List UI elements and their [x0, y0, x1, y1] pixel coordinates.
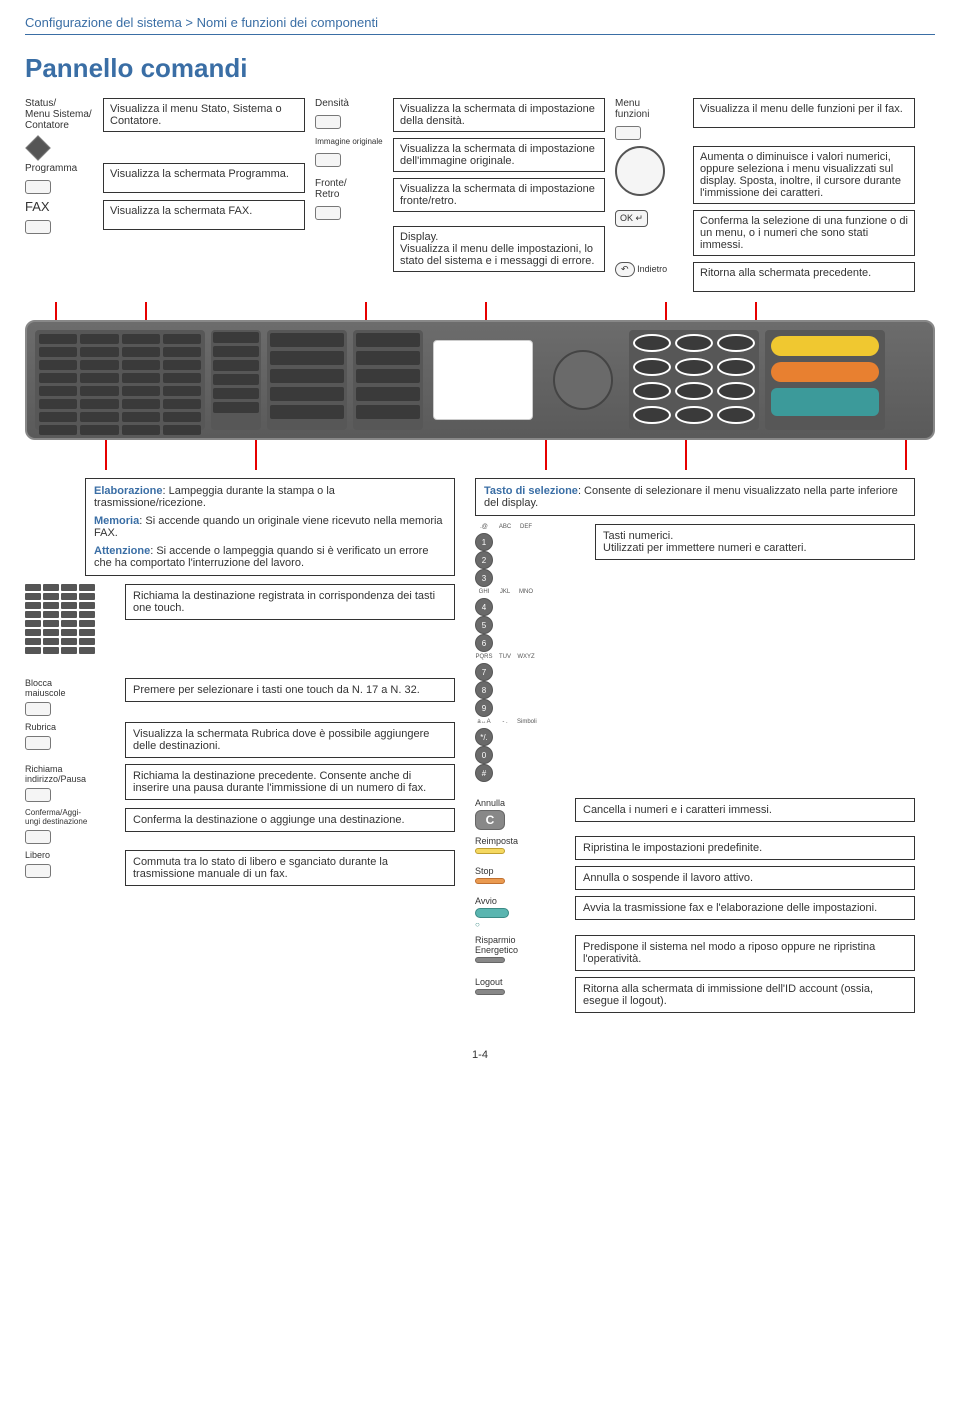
display-desc: Display. Visualizza il menu delle impost… — [393, 226, 605, 272]
status-key-icon: Status/ Menu Sistema/ Contatore — [25, 98, 103, 157]
status-key-desc: Visualizza il menu Stato, Sistema o Cont… — [103, 98, 305, 132]
reset-key-icon: Reimposta — [475, 836, 565, 854]
recall-pause-desc: Richiama la destinazione precedente. Con… — [125, 764, 455, 800]
dpad-icon — [615, 146, 693, 198]
top-callouts: Status/ Menu Sistema/ Contatore Visualiz… — [25, 98, 935, 298]
logout-key-icon: Logout — [475, 977, 565, 995]
confirm-add-icon: Conferma/Aggi- ungi destinazione — [25, 808, 115, 844]
start-key-icon: Avvio ○ — [475, 896, 565, 929]
energysaver-key-desc: Predispone il sistema nel modo a riposo … — [575, 935, 915, 971]
reset-key-desc: Ripristina le impostazioni predefinite. — [575, 836, 915, 860]
divider — [25, 34, 935, 35]
funcmenu-key-icon: Menu funzioni — [615, 98, 693, 140]
onetouch-icon — [25, 584, 115, 654]
fax-key-desc: Visualizza la schermata FAX. — [103, 200, 305, 230]
fax-key-icon: FAX — [25, 200, 103, 234]
duplex-key-desc: Visualizza la schermata di impostazione … — [393, 178, 605, 212]
addressbook-icon: Rubrica — [25, 722, 115, 750]
clear-key-desc: Cancella i numeri e i caratteri immessi. — [575, 798, 915, 822]
onetouch-desc: Richiama la destinazione registrata in c… — [125, 584, 455, 620]
selection-key-box: Tasto di selezione: Consente di selezion… — [475, 478, 915, 516]
ok-key-icon: OK ↵ — [615, 210, 693, 227]
density-key-desc: Visualizza la schermata di impostazione … — [393, 98, 605, 132]
ok-key-desc: Conferma la selezione di una funzione o … — [693, 210, 915, 256]
energysaver-key-icon: Risparmio Energetico — [475, 935, 565, 963]
addressbook-desc: Visualizza la schermata Rubrica dove è p… — [125, 722, 455, 758]
clear-key-icon: Annulla C — [475, 798, 565, 830]
breadcrumb: Configurazione del sistema > Nomi e funz… — [25, 15, 935, 30]
shiftlock-icon: Blocca maiuscole — [25, 678, 115, 716]
stop-key-desc: Annulla o sospende il lavoro attivo. — [575, 866, 915, 890]
start-key-desc: Avvia la trasmissione fax e l'elaborazio… — [575, 896, 915, 920]
shiftlock-desc: Premere per selezionare i tasti one touc… — [125, 678, 455, 702]
funcmenu-key-desc: Visualizza il menu delle funzioni per il… — [693, 98, 915, 128]
program-key-icon: Programma — [25, 163, 103, 194]
logout-key-desc: Ritorna alla schermata di immissione del… — [575, 977, 915, 1013]
density-key-icon: Densità — [315, 98, 393, 129]
page-title: Pannello comandi — [25, 53, 935, 84]
stop-key-icon: Stop — [475, 866, 565, 884]
confirm-add-desc: Conferma la destinazione o aggiunge una … — [125, 808, 455, 832]
keypad-icon: .@ABCDEF 123 GHIJKLMNO 456 PQRSTUVWXYZ 7… — [475, 524, 585, 782]
status-leds-box: Elaborazione: Lampeggia durante la stamp… — [85, 478, 455, 576]
recall-pause-icon: Richiama indirizzo/Pausa — [25, 764, 115, 802]
original-image-key-desc: Visualizza la schermata di impostazione … — [393, 138, 605, 172]
duplex-key-icon: Fronte/ Retro — [315, 178, 393, 220]
original-image-key-icon: Immagine originale — [315, 138, 393, 167]
dpad-desc: Aumenta o diminuisce i valori numerici, … — [693, 146, 915, 204]
program-key-desc: Visualizza la schermata Programma. — [103, 163, 305, 193]
onhook-desc: Commuta tra lo stato di libero e sgancia… — [125, 850, 455, 886]
back-key-desc: Ritorna alla schermata precedente. — [693, 262, 915, 292]
keypad-desc: Tasti numerici. Utilizzati per immettere… — [595, 524, 915, 560]
control-panel-illustration — [25, 320, 935, 440]
page-number: 1-4 — [25, 1049, 935, 1061]
onhook-icon: Libero — [25, 850, 115, 878]
back-key-icon: ↶ Indietro — [615, 262, 693, 277]
